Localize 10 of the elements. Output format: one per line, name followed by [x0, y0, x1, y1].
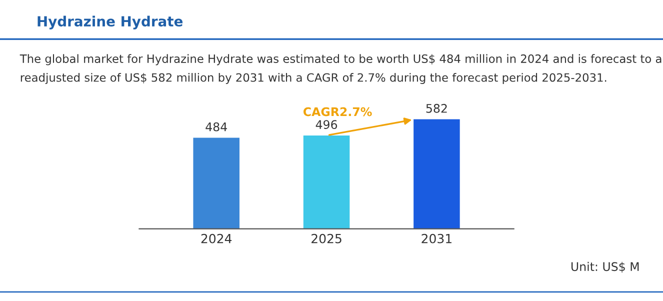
x-tick-label: 2025 [312, 234, 342, 244]
text: Unit: US$ M [571, 262, 639, 273]
data-label: 496 [316, 120, 338, 130]
data-label: 582 [426, 104, 447, 113]
x-tick-label: 2024 [201, 234, 232, 244]
text: CAGR2.7% [303, 107, 372, 116]
chart-subtitle: The global market for Hydrazine Hydrate was estimated to be worth US$ 484 million in 2024 and is forecast to a readjusted size of US$ 582 million by 2031 with a CAGR of 2.7% during the forecast period 2025-2031. [20, 54, 662, 84]
data-label: 484 [206, 122, 227, 132]
chart-title: Hydrazine Hydrate [38, 16, 183, 30]
x-tick-label: 2031 [422, 234, 452, 244]
